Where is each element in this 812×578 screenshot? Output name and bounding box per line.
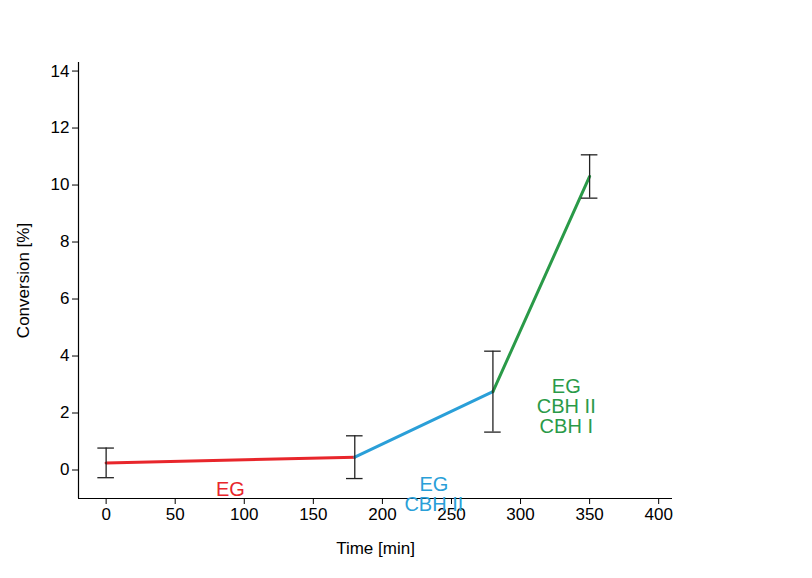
svg-text:150: 150 bbox=[299, 505, 327, 524]
svg-text:200: 200 bbox=[368, 505, 396, 524]
svg-text:6: 6 bbox=[60, 289, 69, 308]
svg-text:EGCBH II: EGCBH II bbox=[404, 473, 463, 515]
svg-text:350: 350 bbox=[575, 505, 603, 524]
svg-text:12: 12 bbox=[51, 118, 70, 137]
svg-text:100: 100 bbox=[230, 505, 258, 524]
svg-text:Time [min]: Time [min] bbox=[336, 539, 415, 558]
svg-text:50: 50 bbox=[166, 505, 185, 524]
svg-text:0: 0 bbox=[101, 505, 110, 524]
svg-text:14: 14 bbox=[51, 61, 70, 80]
svg-text:4: 4 bbox=[60, 346, 69, 365]
svg-text:EG: EG bbox=[216, 478, 245, 500]
svg-text:EGCBH IICBH I: EGCBH IICBH I bbox=[537, 375, 596, 437]
svg-text:0: 0 bbox=[60, 460, 69, 479]
svg-text:400: 400 bbox=[644, 505, 672, 524]
svg-text:Conversion [%]: Conversion [%] bbox=[14, 223, 33, 338]
svg-text:300: 300 bbox=[506, 505, 534, 524]
svg-text:10: 10 bbox=[51, 175, 70, 194]
svg-text:8: 8 bbox=[60, 232, 69, 251]
svg-text:2: 2 bbox=[60, 403, 69, 422]
